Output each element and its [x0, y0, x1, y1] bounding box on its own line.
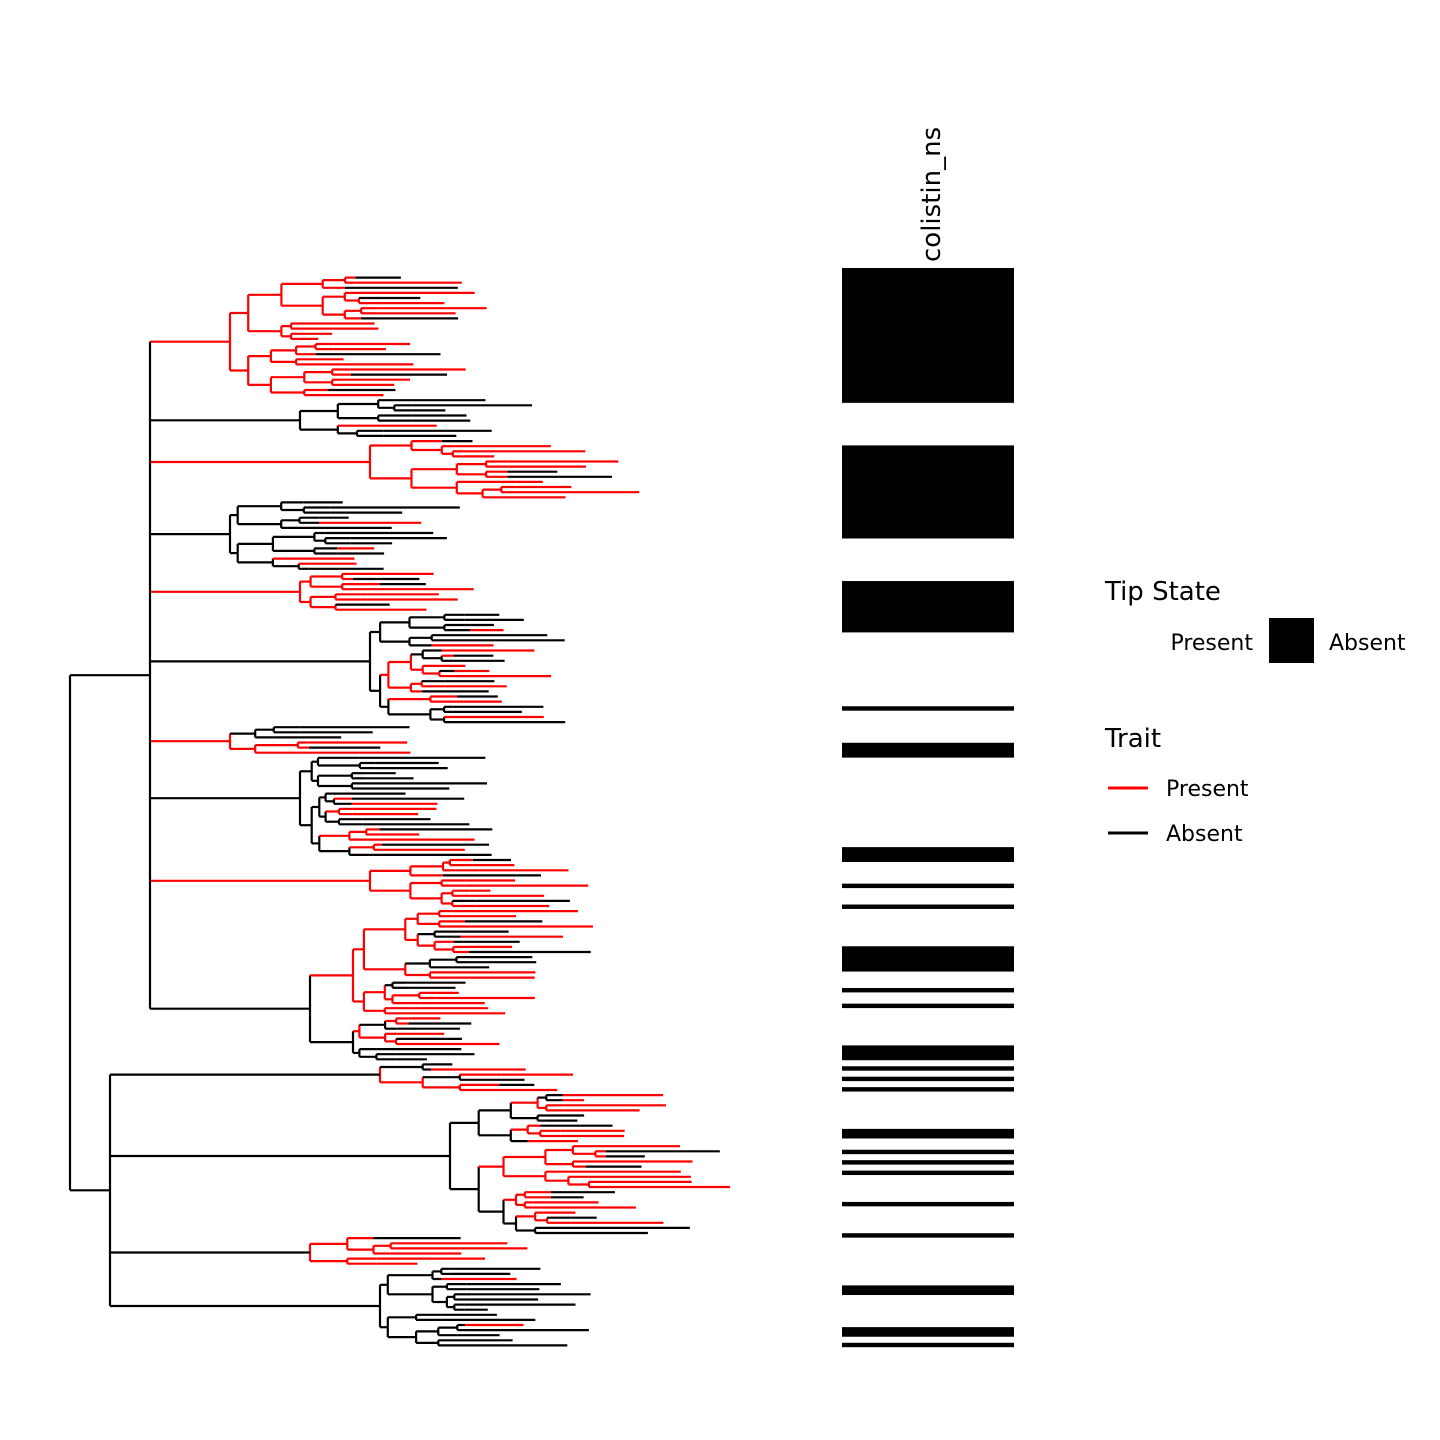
- legend-tip-state-swatch: [1269, 618, 1314, 663]
- heatmap-cell-present: [842, 1342, 1014, 1348]
- phylogenetic-tree: [68, 276, 730, 1347]
- heatmap-cell-present: [842, 706, 1014, 711]
- heatmap-cell-present: [842, 268, 1014, 403]
- heatmap-cell-present: [842, 1201, 1014, 1207]
- heatmap-cell-present: [842, 1149, 1014, 1155]
- heatmap-cell-present: [842, 1160, 1014, 1165]
- legend-trait-absent-label: Absent: [1166, 822, 1243, 847]
- legend-trait-present-label: Present: [1166, 777, 1249, 802]
- heatmap-cells: [842, 268, 1014, 1348]
- legend-trait: Trait Present Absent: [1104, 724, 1249, 847]
- heatmap-cell-present: [842, 847, 1014, 862]
- heatmap-cell-present: [842, 883, 1014, 889]
- heatmap-cell-present: [842, 445, 1014, 539]
- legend-tip-state-title: Tip State: [1104, 577, 1221, 607]
- heatmap-cell-present: [842, 988, 1014, 993]
- heatmap-column-label: colistin_ns: [917, 127, 947, 262]
- legend-tip-state: Tip State Present Absent: [1104, 577, 1406, 663]
- heatmap-cell-present: [842, 1128, 1014, 1139]
- legend-tip-state-absent-label: Absent: [1329, 631, 1406, 656]
- legend-tip-state-present-label: Present: [1170, 631, 1253, 656]
- heatmap-cell-present: [842, 1087, 1014, 1092]
- heatmap-cell-present: [842, 1045, 1014, 1061]
- heatmap-cell-present: [842, 1170, 1014, 1176]
- heatmap-cell-present: [842, 904, 1014, 909]
- heatmap-cell-present: [842, 946, 1014, 972]
- heatmap-cell-present: [842, 581, 1014, 633]
- heatmap-cell-present: [842, 1076, 1014, 1082]
- trait-heatmap: colistin_ns: [842, 127, 1014, 1348]
- heatmap-cell-present: [842, 742, 1014, 758]
- legend-trait-title: Trait: [1104, 724, 1161, 754]
- heatmap-cell-present: [842, 1233, 1014, 1238]
- heatmap-cell-present: [842, 1003, 1014, 1009]
- heatmap-cell-present: [842, 1066, 1014, 1071]
- heatmap-cell-present: [842, 1285, 1014, 1296]
- heatmap-cell-present: [842, 1327, 1014, 1337]
